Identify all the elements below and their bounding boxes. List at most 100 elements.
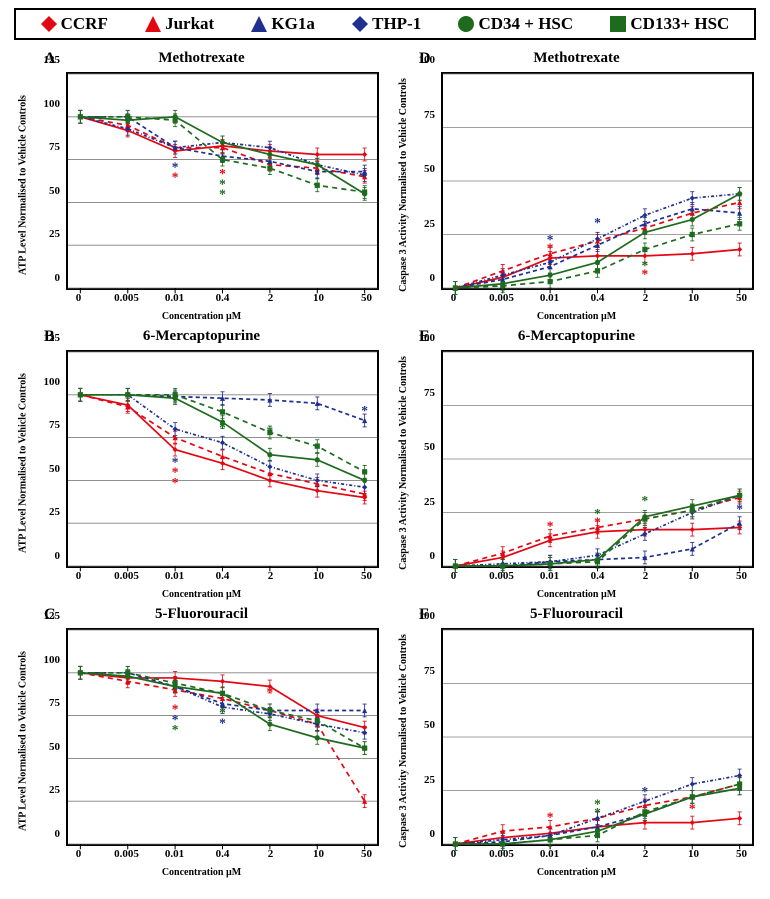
x-tick: 0.005 (114, 292, 139, 304)
y-tick: 0 (55, 828, 61, 840)
svg-text:*: * (267, 684, 274, 699)
svg-text:*: * (547, 240, 554, 255)
y-tick: 75 (424, 665, 435, 677)
y-tick: 0 (55, 272, 61, 284)
svg-text:*: * (219, 420, 226, 435)
x-tick: 0.005 (489, 570, 514, 582)
y-tick: 75 (49, 697, 60, 709)
x-tick: 2 (268, 848, 274, 860)
x-tick: 0.005 (114, 570, 139, 582)
y-tick: 25 (424, 496, 435, 508)
x-tick: 2 (268, 570, 274, 582)
legend: CCRFJurkatKG1aTHP-1CD34 + HSCCD133+ HSC (14, 8, 756, 40)
panel-E: E6-MercaptopurineCaspase 3 Activity Norm… (389, 324, 764, 602)
panel-B: B6-MercaptopurineATP Level Normalised to… (14, 324, 389, 602)
x-tick: 0.005 (114, 848, 139, 860)
y-tick: 100 (419, 332, 436, 344)
y-tick: 125 (44, 610, 61, 622)
x-tick: 10 (688, 570, 699, 582)
x-tick: 2 (643, 292, 649, 304)
x-tick: 50 (361, 292, 372, 304)
legend-label: THP-1 (372, 14, 421, 34)
x-axis-label: Concentration µM (389, 311, 764, 322)
legend-label: KG1a (271, 14, 314, 34)
x-tick: 0.01 (540, 292, 559, 304)
svg-text:*: * (594, 514, 601, 529)
x-tick: 0.4 (216, 292, 230, 304)
y-tick: 100 (419, 610, 436, 622)
legend-item: CCRF (41, 14, 108, 34)
x-tick: 0.01 (165, 848, 184, 860)
svg-text:*: * (689, 801, 696, 816)
y-tick: 50 (49, 185, 60, 197)
legend-label: CD34 + HSC (478, 14, 573, 34)
plot-area: ***** (441, 350, 754, 568)
y-tick: 50 (424, 441, 435, 453)
y-tick: 125 (44, 332, 61, 344)
x-tick: 0.01 (165, 292, 184, 304)
svg-text:*: * (172, 475, 179, 490)
y-tick: 0 (430, 272, 436, 284)
svg-text:*: * (219, 187, 226, 202)
x-tick: 0.005 (489, 848, 514, 860)
x-tick: 0.005 (489, 292, 514, 304)
x-tick: 10 (688, 848, 699, 860)
panel-C: C5-FluorouracilATP Level Normalised to V… (14, 602, 389, 880)
x-tick: 50 (361, 848, 372, 860)
y-tick: 50 (49, 741, 60, 753)
x-tick: 0.4 (591, 570, 605, 582)
y-tick: 100 (419, 54, 436, 66)
x-tick: 0.01 (165, 570, 184, 582)
x-tick: 50 (736, 848, 747, 860)
x-tick: 0.4 (216, 570, 230, 582)
y-tick: 25 (49, 228, 60, 240)
x-axis-label: Concentration µM (389, 589, 764, 600)
legend-item: THP-1 (352, 14, 421, 34)
panel-D: DMethotrexateCaspase 3 Activity Normalis… (389, 46, 764, 324)
y-tick: 0 (430, 550, 436, 562)
y-tick: 125 (44, 54, 61, 66)
y-tick: 100 (44, 654, 61, 666)
x-axis-label: Concentration µM (389, 867, 764, 878)
svg-text:*: * (594, 215, 601, 230)
svg-text:*: * (361, 403, 368, 418)
panel-title: 6-Mercaptopurine (14, 328, 389, 345)
x-tick: 50 (736, 570, 747, 582)
x-tick: 0 (76, 848, 82, 860)
x-tick: 0.4 (591, 848, 605, 860)
y-tick: 25 (424, 774, 435, 786)
x-tick: 2 (643, 570, 649, 582)
svg-text:*: * (594, 805, 601, 820)
y-tick: 100 (44, 376, 61, 388)
svg-text:*: * (547, 518, 554, 533)
y-tick: 25 (49, 784, 60, 796)
x-tick: 0.01 (540, 848, 559, 860)
svg-text:*: * (642, 784, 649, 799)
x-tick: 2 (268, 292, 274, 304)
x-tick: 0.4 (216, 848, 230, 860)
svg-text:*: * (267, 423, 274, 438)
y-tick: 0 (55, 550, 61, 562)
x-axis-label: Concentration µM (14, 311, 389, 322)
y-tick: 75 (424, 109, 435, 121)
svg-text:*: * (736, 501, 743, 516)
x-axis-label: Concentration µM (14, 867, 389, 878)
y-tick: 50 (424, 163, 435, 175)
panel-grid: AMethotrexateATP Level Normalised to Veh… (14, 46, 764, 880)
legend-item: CD34 + HSC (458, 14, 573, 34)
panel-title: 5-Fluorouracil (14, 606, 389, 623)
svg-text:*: * (172, 722, 179, 737)
x-tick: 0.01 (540, 570, 559, 582)
svg-text:*: * (642, 493, 649, 508)
y-tick: 0 (430, 828, 436, 840)
plot-area: ****** (66, 628, 379, 846)
x-tick: 2 (643, 848, 649, 860)
panel-title: Methotrexate (389, 50, 764, 67)
panel-A: AMethotrexateATP Level Normalised to Veh… (14, 46, 389, 324)
x-tick: 10 (688, 292, 699, 304)
svg-text:*: * (642, 266, 649, 281)
x-tick: 0 (76, 292, 82, 304)
y-tick: 50 (49, 463, 60, 475)
y-tick: 50 (424, 719, 435, 731)
svg-text:*: * (547, 809, 554, 824)
